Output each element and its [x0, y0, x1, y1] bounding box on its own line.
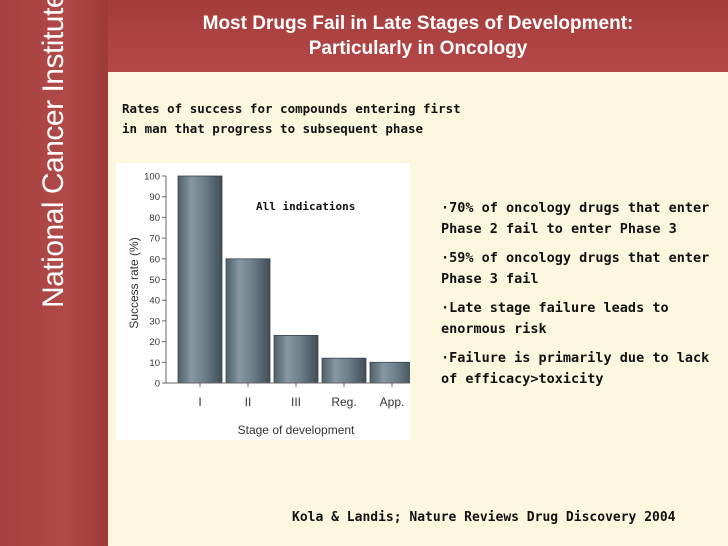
chart-annotation: All indications — [256, 200, 355, 213]
y-tick-label: 0 — [155, 379, 160, 390]
y-tick-label: 10 — [149, 358, 160, 369]
chart-caption-line2: in man that progress to subsequent phase — [122, 121, 424, 136]
bar-iii — [273, 334, 319, 384]
bullet-item: ·Late stage failure leads to enormous ri… — [441, 300, 669, 337]
y-tick-label: 90 — [149, 192, 160, 203]
bar-ii — [225, 258, 271, 384]
slide-title-line2: Particularly in Oncology — [308, 38, 528, 59]
y-tick-label: 50 — [149, 275, 160, 286]
y-tick-label: 20 — [149, 337, 160, 348]
bullet-list: ·70% of oncology drugs that enter Phase … — [441, 198, 711, 398]
logo: National Cancer Institute — [37, 0, 70, 309]
x-tick-label: III — [291, 395, 301, 409]
y-tick-label: 70 — [149, 234, 160, 245]
x-tick-label: I — [198, 395, 201, 409]
sidebar: National Cancer Institute — [0, 0, 108, 546]
chart-caption: Rates of success for compounds entering … — [122, 99, 502, 139]
citation: Kola & Landis; Nature Reviews Drug Disco… — [292, 510, 676, 525]
x-tick-label: II — [245, 395, 252, 409]
slide-title: Most Drugs Fail in Late Stages of Develo… — [118, 11, 718, 61]
header-bar: Most Drugs Fail in Late Stages of Develo… — [108, 0, 728, 72]
y-tick-label: 30 — [149, 316, 160, 327]
y-tick-label: 60 — [149, 254, 160, 265]
bullet-item: ·Failure is primarily due to lack of eff… — [441, 350, 710, 387]
bullet-item: ·59% of oncology drugs that enter Phase … — [441, 250, 710, 287]
y-tick-label: 80 — [149, 213, 160, 224]
y-tick-label: 100 — [144, 172, 160, 183]
bar-app — [369, 361, 410, 384]
y-axis-title: Success rate (%) — [127, 237, 141, 328]
slide-title-line1: Most Drugs Fail in Late Stages of Develo… — [202, 13, 634, 34]
x-tick-label: Reg. — [331, 395, 356, 409]
y-tick-label: 40 — [149, 296, 160, 307]
bar-reg — [321, 357, 367, 384]
bar-i — [177, 175, 223, 384]
bullet-item: ·70% of oncology drugs that enter Phase … — [441, 200, 710, 237]
chart-caption-line1: Rates of success for compounds entering … — [122, 101, 461, 116]
x-tick-label: App. — [380, 395, 405, 409]
x-axis-title: Stage of development — [238, 423, 355, 437]
